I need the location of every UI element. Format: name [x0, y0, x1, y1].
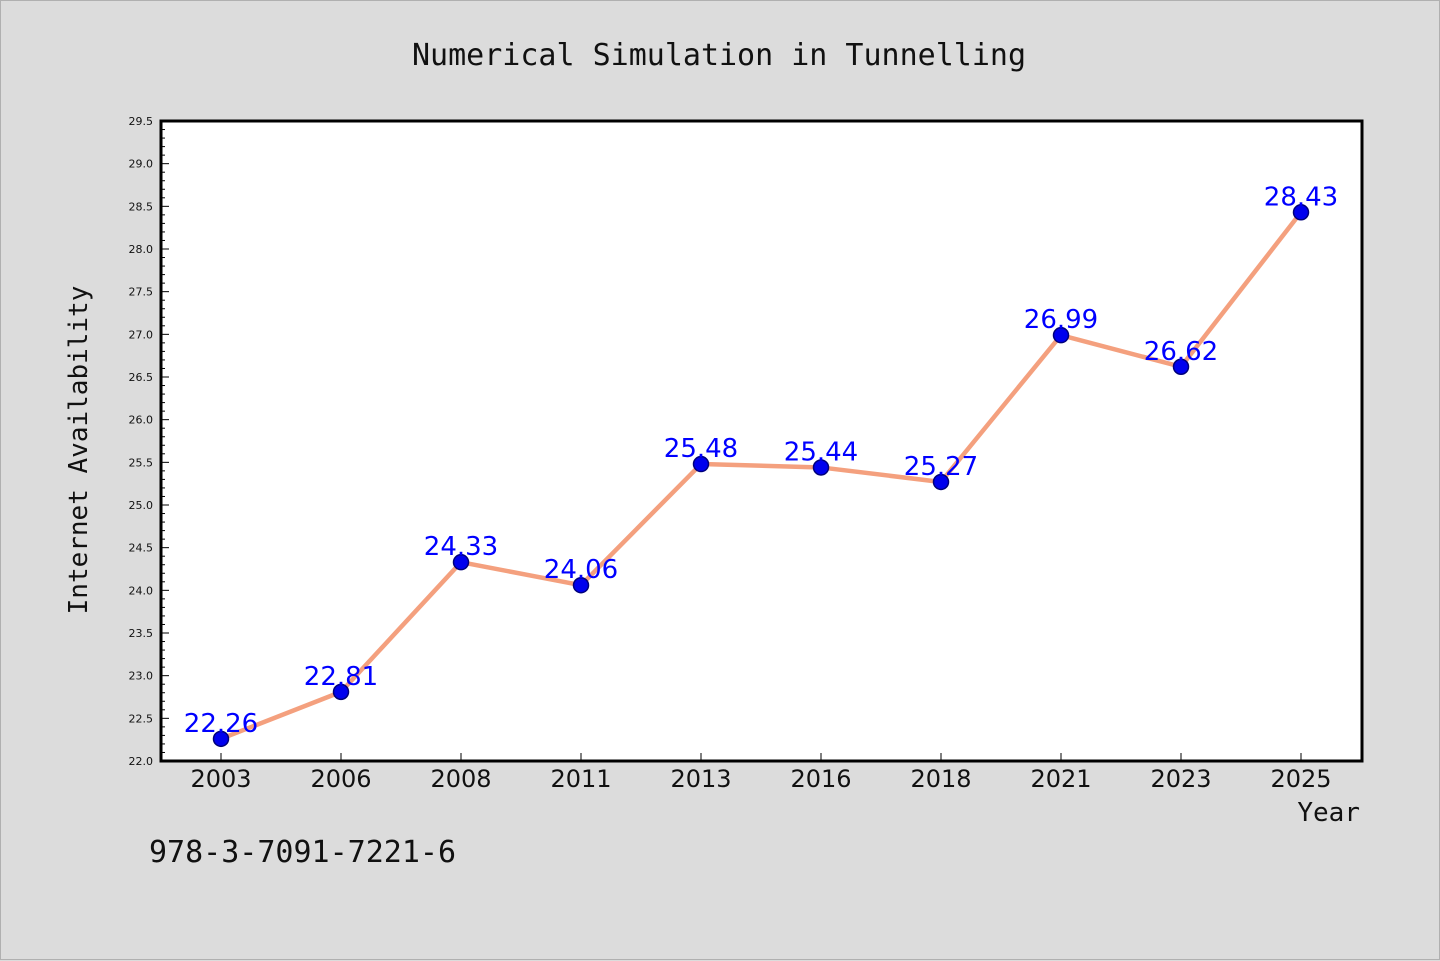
- data-point: [1052, 326, 1070, 344]
- x-tick-label: 2013: [670, 765, 731, 793]
- data-label: 25.44: [784, 437, 858, 467]
- data-point: [572, 576, 590, 594]
- y-tick-label: 27.5: [129, 286, 154, 299]
- y-axis-label: Internet Availability: [64, 286, 94, 615]
- data-point: [452, 553, 470, 571]
- x-tick-label: 2016: [790, 765, 851, 793]
- data-label: 25.48: [664, 434, 738, 464]
- data-label: 22.81: [304, 662, 378, 692]
- y-tick-label: 25.0: [129, 499, 154, 512]
- y-tick-label: 24.0: [129, 584, 154, 597]
- y-tick-label: 26.5: [129, 371, 154, 384]
- y-tick-label: 28.0: [129, 243, 154, 256]
- data-point: [332, 683, 350, 701]
- x-tick-label: 2011: [550, 765, 611, 793]
- x-axis-ticks: [220, 753, 1302, 761]
- x-tick-label: 2025: [1270, 765, 1331, 793]
- chart-title: Numerical Simulation in Tunnelling: [412, 38, 1026, 73]
- x-tick-label: 2021: [1030, 765, 1091, 793]
- y-tick-label: 22.0: [129, 755, 154, 768]
- x-tick-label: 2023: [1150, 765, 1211, 793]
- isbn-text: 978-3-7091-7221-6: [149, 835, 457, 870]
- y-tick-label: 29.5: [129, 115, 154, 128]
- y-axis-ticks: [161, 120, 169, 762]
- y-tick-label: 28.5: [129, 200, 154, 213]
- x-axis-tick-labels: 2003 2006 2008 2011 2013 2016 2018 2021 2023 2025: [190, 765, 1331, 793]
- data-point: [932, 473, 950, 491]
- data-label: 24.06: [544, 555, 618, 585]
- data-point: [1292, 204, 1310, 221]
- y-tick-label: 25.5: [129, 456, 154, 469]
- x-tick-label: 2003: [190, 765, 251, 793]
- y-axis-tick-labels: 22.0 22.5 23.0 23.5 24.0 24.5 25.0 25.5 26.0 26.5…: [129, 115, 154, 768]
- data-label: 24.33: [424, 532, 498, 562]
- series-line: [220, 210, 1303, 741]
- y-tick-label: 23.5: [129, 627, 154, 640]
- data-point: [1172, 358, 1190, 376]
- data-point: [212, 730, 230, 748]
- y-tick-label: 22.5: [129, 712, 154, 725]
- series-line-group: [220, 210, 1303, 741]
- y-tick-label: 23.0: [129, 670, 154, 683]
- data-point: [692, 455, 710, 473]
- y-tick-label: 27.0: [129, 328, 154, 341]
- y-tick-label: 24.5: [129, 542, 154, 555]
- data-labels: 22.26 22.81 24.33 24.06 25.48 25.44 25.27 26.99…: [184, 182, 1338, 739]
- x-axis-label: Year: [1297, 798, 1360, 828]
- data-markers: [212, 204, 1310, 748]
- data-label: 28.43: [1264, 182, 1338, 212]
- y-tick-label: 26.0: [129, 414, 154, 427]
- y-tick-label: 29.0: [129, 158, 154, 171]
- data-label: 26.62: [1144, 337, 1218, 367]
- data-label: 26.99: [1024, 305, 1098, 335]
- data-label: 25.27: [904, 452, 978, 482]
- data-label: 22.26: [184, 709, 258, 739]
- x-tick-label: 2008: [430, 765, 491, 793]
- data-point: [812, 459, 830, 476]
- x-tick-label: 2006: [310, 765, 371, 793]
- plot-area: [159, 119, 1364, 763]
- x-tick-label: 2018: [910, 765, 971, 793]
